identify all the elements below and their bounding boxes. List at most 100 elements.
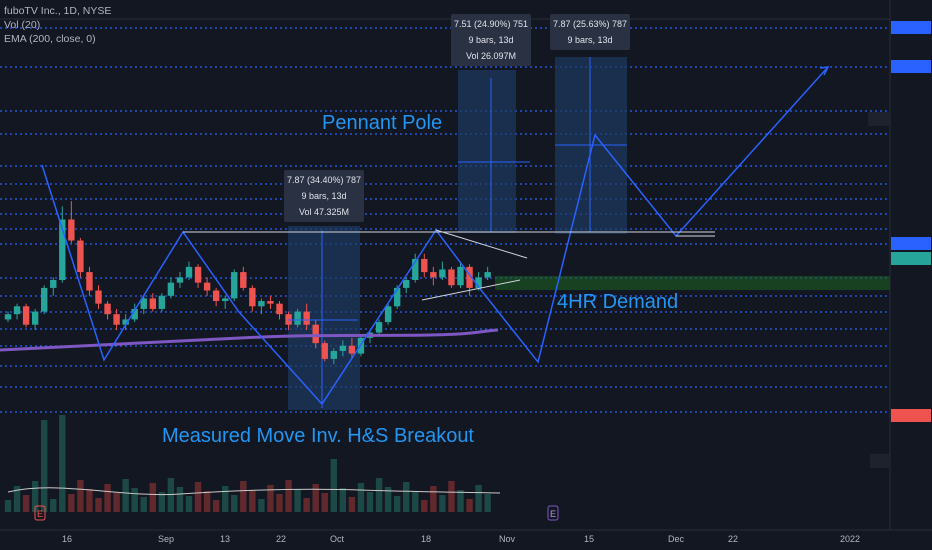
volume-bar bbox=[140, 497, 147, 512]
volume-bar bbox=[95, 498, 102, 512]
volume-bar bbox=[68, 494, 75, 512]
measure-info-text: 7.87 (34.40%) 787 bbox=[287, 175, 361, 185]
volume-bar bbox=[285, 480, 292, 512]
candle-body bbox=[86, 272, 93, 291]
volume-bar bbox=[267, 485, 274, 512]
volume-bar bbox=[321, 493, 328, 512]
candle-body bbox=[448, 269, 455, 286]
price-tag bbox=[891, 409, 931, 422]
candle-body bbox=[430, 272, 437, 278]
price-axis[interactable] bbox=[868, 0, 932, 550]
volume-indicator-label[interactable]: Vol (20) bbox=[4, 19, 41, 31]
candle-body bbox=[240, 272, 247, 288]
candle-body bbox=[122, 319, 129, 325]
candle-body bbox=[167, 282, 175, 296]
volume-bar bbox=[185, 496, 193, 512]
time-axis-label: Oct bbox=[330, 534, 345, 544]
candle-body bbox=[348, 345, 356, 354]
volume-bar bbox=[430, 486, 437, 512]
volume-bar bbox=[457, 490, 464, 512]
measure-box-2 bbox=[458, 70, 516, 233]
candle-body bbox=[439, 269, 446, 278]
high-tag-bg bbox=[868, 112, 890, 126]
volume-bar bbox=[131, 488, 138, 512]
pennant-pole-label: Pennant Pole bbox=[322, 112, 442, 134]
time-axis-label: Nov bbox=[499, 534, 516, 544]
candle-body bbox=[31, 311, 39, 325]
earnings-marker[interactable] bbox=[34, 505, 46, 521]
candle-body bbox=[140, 298, 147, 309]
candle-body bbox=[457, 266, 464, 286]
candle-body bbox=[466, 266, 473, 288]
candle-body bbox=[222, 298, 229, 302]
volume-bar bbox=[59, 415, 66, 512]
time-axis-label: Sep bbox=[158, 534, 174, 544]
candle-body bbox=[267, 301, 274, 304]
candle-body bbox=[375, 322, 383, 333]
volume-ma-line bbox=[7, 487, 501, 496]
price-tag bbox=[891, 60, 931, 73]
candle-body bbox=[13, 306, 21, 315]
volume-bar bbox=[167, 478, 175, 512]
candle-body bbox=[59, 219, 66, 280]
volume-bar bbox=[240, 481, 247, 512]
candle-body bbox=[258, 301, 265, 307]
candle-body bbox=[22, 306, 30, 325]
earnings-marker[interactable] bbox=[547, 505, 559, 521]
candle-body bbox=[339, 345, 347, 352]
volume-bar bbox=[41, 420, 48, 512]
time-axis-label: 13 bbox=[220, 534, 230, 544]
candle-body bbox=[303, 311, 310, 325]
measure-info-text: 9 bars, 13d bbox=[301, 191, 346, 201]
candle-body bbox=[484, 272, 491, 278]
volume-bar bbox=[330, 459, 337, 512]
candle-body bbox=[158, 295, 166, 309]
volume-bars bbox=[4, 415, 501, 512]
volume-bar bbox=[104, 484, 111, 512]
volume-bar bbox=[303, 498, 310, 512]
measure-info-text: 9 bars, 13d bbox=[567, 35, 612, 45]
volume-bar bbox=[466, 499, 473, 512]
time-axis-label: 22 bbox=[728, 534, 738, 544]
time-axis-label: 2022 bbox=[840, 534, 860, 544]
volume-bar bbox=[484, 494, 491, 512]
volume-bar bbox=[86, 489, 93, 512]
volume-bar bbox=[31, 481, 39, 512]
projection-arrowhead bbox=[819, 66, 830, 76]
volume-bar bbox=[294, 489, 301, 512]
symbol-title[interactable]: fuboTV Inc., 1D, NYSE bbox=[4, 5, 112, 17]
volume-bar bbox=[212, 500, 220, 512]
demand-zone-label: 4HR Demand bbox=[557, 291, 678, 313]
candle-body bbox=[50, 280, 57, 288]
volume-bar bbox=[375, 478, 383, 512]
zones-layer bbox=[288, 57, 890, 410]
candle-body bbox=[113, 314, 120, 325]
volume-bar bbox=[403, 482, 410, 512]
volume-bar bbox=[13, 486, 21, 512]
measure-info-text: 9 bars, 13d bbox=[468, 35, 513, 45]
volume-bar bbox=[222, 486, 229, 512]
earnings-marker-label: E bbox=[550, 509, 556, 519]
volume-bar bbox=[194, 482, 202, 512]
volume-bar bbox=[276, 494, 283, 512]
drawings-layer[interactable] bbox=[41, 66, 830, 406]
volume-bar bbox=[348, 497, 356, 512]
volume-bar bbox=[122, 479, 129, 512]
candle-body bbox=[294, 311, 301, 325]
volume-bar bbox=[366, 492, 374, 512]
chart-legend: fuboTV Inc., 1D, NYSE Vol (20) EMA (200,… bbox=[4, 4, 111, 46]
volume-bar bbox=[149, 483, 156, 512]
ema-indicator-label[interactable]: EMA (200, close, 0) bbox=[4, 33, 96, 45]
time-axis-label: 22 bbox=[276, 534, 286, 544]
pennant-upper-line[interactable] bbox=[435, 229, 528, 259]
volume-bar bbox=[258, 499, 265, 512]
candle-body bbox=[77, 240, 84, 273]
candle-body bbox=[176, 277, 184, 283]
volume-bar bbox=[50, 499, 57, 512]
volume-bar bbox=[312, 484, 319, 512]
volume-bar bbox=[393, 496, 401, 512]
candle-body bbox=[185, 266, 193, 278]
pennant-lower-line[interactable] bbox=[421, 279, 521, 301]
measure-info-text: Vol 26.097M bbox=[466, 51, 516, 61]
